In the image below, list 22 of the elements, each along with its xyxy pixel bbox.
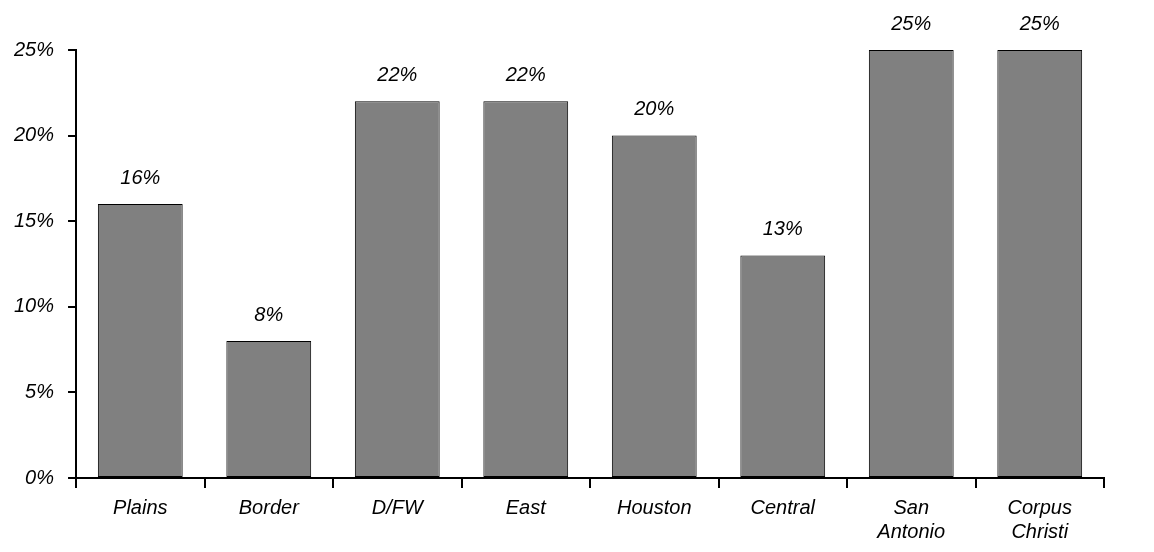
x-tick-label: Central — [750, 495, 816, 518]
data-label: 20% — [633, 97, 675, 120]
x-tick-label: Border — [238, 495, 301, 518]
data-label: 25% — [890, 11, 932, 34]
y-tick-label: 25% — [13, 37, 55, 60]
y-tick-label: 20% — [13, 123, 55, 146]
x-tick-label: D/FW — [371, 495, 425, 518]
x-tick-label: Plains — [113, 495, 168, 518]
y-tick-label: 15% — [14, 208, 55, 231]
data-label: 16% — [120, 165, 161, 188]
y-tick-label: 5% — [25, 379, 55, 402]
data-label: 8% — [254, 302, 284, 325]
x-tick-label: Houston — [617, 495, 692, 518]
x-tick-label: East — [505, 495, 548, 518]
data-label: 25% — [1018, 11, 1060, 34]
data-label: 22% — [504, 62, 546, 85]
data-label: 22% — [376, 62, 418, 85]
data-label: 13% — [762, 217, 803, 239]
x-tick-label: Corpus Christi — [1007, 495, 1072, 542]
y-tick-label: 0% — [25, 465, 55, 488]
x-tick-label: San Antonio — [876, 495, 946, 542]
y-tick-label: 10% — [14, 294, 55, 317]
